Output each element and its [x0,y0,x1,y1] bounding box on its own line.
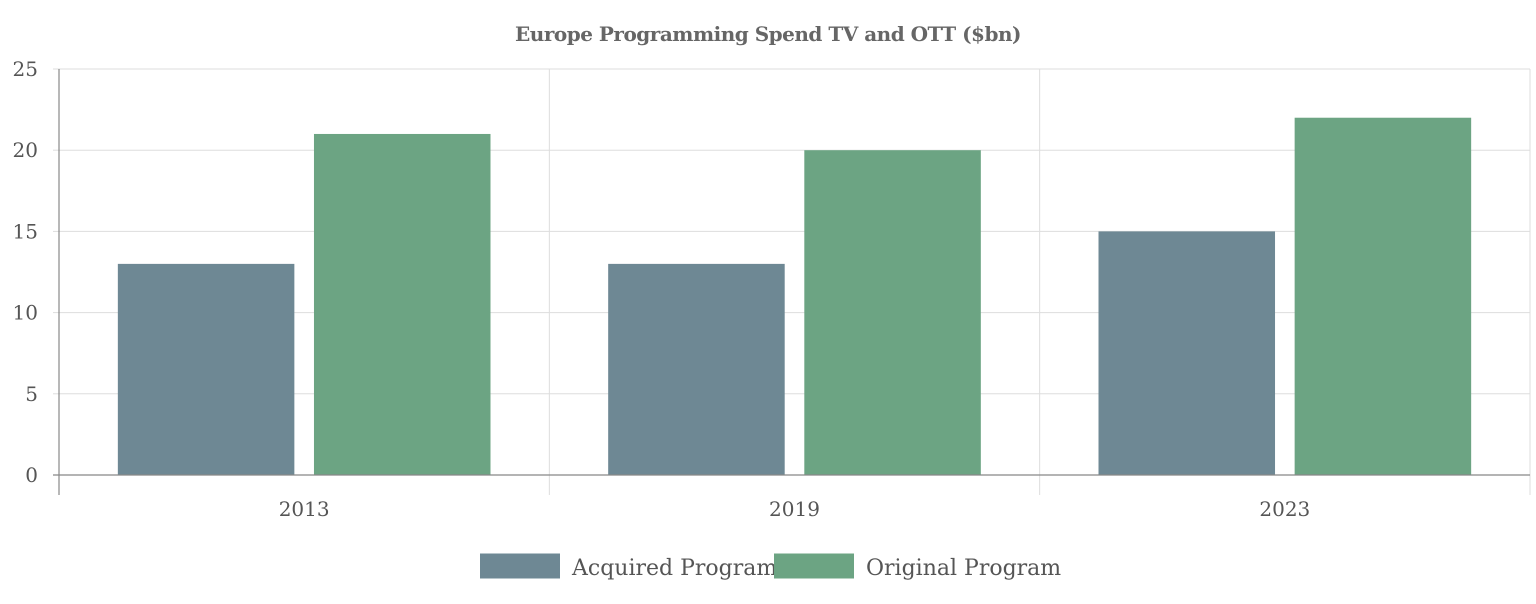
y-tick-label: 5 [25,382,38,406]
bar-layer [117,117,1472,475]
bar-acquired-program-2023[interactable] [1098,231,1276,475]
y-tick-label: 15 [13,219,38,243]
y-tick-label: 25 [13,57,38,81]
chart-title: Europe Programming Spend TV and OTT ($bn… [515,22,1021,46]
bar-original-program-2023[interactable] [1294,117,1472,475]
legend-swatch-acquired-program[interactable] [480,553,560,579]
bar-acquired-program-2019[interactable] [608,263,785,475]
legend: Acquired Program Original Program [480,553,1061,581]
x-tick-label: 2013 [279,497,330,521]
x-tick-label: 2019 [769,497,820,521]
axis-layer: 0 5 10 15 20 25 2013 2019 2023 [13,57,1530,521]
x-tick-label: 2023 [1259,497,1310,521]
y-tick-label: 0 [25,463,38,487]
y-tick-label: 20 [13,138,38,162]
bar-original-program-2013[interactable] [313,133,491,475]
legend-swatch-original-program[interactable] [774,553,854,579]
legend-label[interactable]: Original Program [866,556,1061,581]
legend-label[interactable]: Acquired Program [571,556,777,581]
bar-acquired-program-2013[interactable] [117,263,295,475]
y-tick-label: 10 [13,301,38,325]
bar-original-program-2019[interactable] [804,150,981,475]
